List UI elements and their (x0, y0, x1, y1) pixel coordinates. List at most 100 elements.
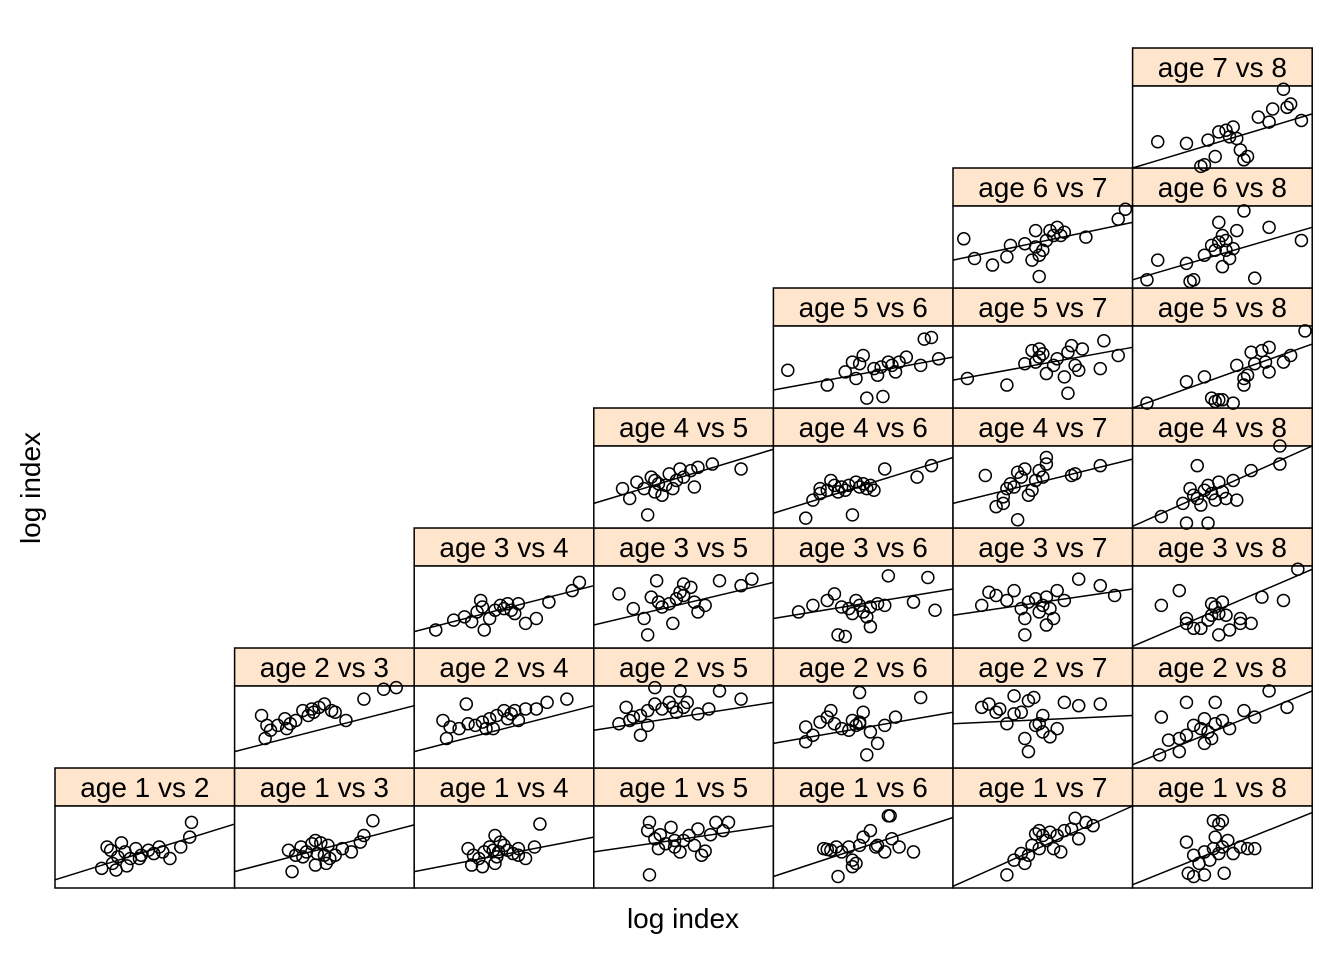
data-point (667, 833, 682, 848)
data-point (1154, 509, 1169, 524)
data-point (673, 684, 687, 698)
data-point (1039, 618, 1054, 632)
data-point (687, 480, 702, 494)
data-point (103, 843, 118, 858)
data-point (1222, 623, 1237, 637)
data-point (1215, 713, 1230, 728)
data-point (1233, 616, 1248, 631)
data-point (1240, 149, 1255, 164)
data-point (120, 859, 134, 873)
data-point (1197, 712, 1212, 726)
data-point (439, 731, 454, 746)
data-point (565, 583, 579, 598)
data-point (1230, 493, 1244, 507)
panel-strip (233, 647, 415, 687)
data-point (1154, 710, 1169, 724)
data-point (1283, 348, 1298, 363)
data-point (540, 695, 554, 710)
data-point (319, 856, 333, 871)
data-point (1032, 716, 1046, 731)
data-point (1093, 361, 1108, 376)
data-point (1190, 491, 1205, 506)
data-point (1039, 457, 1054, 471)
data-point (924, 458, 939, 473)
data-point (834, 600, 849, 614)
data-point (1071, 363, 1086, 378)
data-point (1061, 345, 1075, 359)
data-point (1176, 496, 1190, 511)
data-point (701, 702, 716, 716)
data-point (1186, 488, 1201, 502)
panel-strip-label: age 5 vs 7 (978, 292, 1107, 323)
data-point (518, 702, 533, 716)
data-point (691, 822, 705, 836)
data-point (860, 481, 874, 496)
data-point (1039, 366, 1054, 381)
data-point (1219, 608, 1233, 622)
panel: age 1 vs 8 (1131, 767, 1313, 889)
data-point (152, 840, 166, 854)
panel-plot-area (1131, 805, 1313, 889)
data-point (845, 853, 860, 867)
data-point (459, 697, 474, 711)
data-point (989, 588, 1003, 603)
data-point (1021, 595, 1036, 609)
data-point (1179, 695, 1194, 710)
data-point (845, 606, 860, 621)
data-point (258, 731, 272, 746)
data-point (913, 358, 928, 373)
data-point (321, 838, 335, 853)
data-point (1079, 230, 1093, 244)
data-point (1212, 235, 1226, 249)
data-point (1007, 707, 1021, 721)
data-point (1237, 378, 1251, 392)
data-point (1179, 611, 1194, 626)
data-point (1181, 866, 1196, 880)
data-point (978, 468, 993, 483)
regression-line (773, 588, 954, 620)
data-point (1283, 97, 1298, 111)
panel-strip (593, 767, 775, 807)
panel-plot-area (772, 445, 954, 529)
data-point (1140, 273, 1154, 287)
data-point (335, 841, 350, 856)
data-point (649, 574, 664, 588)
data-point (493, 598, 508, 613)
data-point (878, 598, 892, 613)
data-point (1050, 828, 1064, 843)
data-point (703, 827, 718, 842)
data-point (279, 721, 294, 736)
data-point (1222, 721, 1237, 736)
data-point (1032, 350, 1046, 364)
data-point (1039, 833, 1054, 848)
data-point (1237, 153, 1251, 167)
data-point (781, 363, 795, 378)
data-point (1179, 256, 1194, 271)
data-point (429, 623, 443, 637)
data-point (798, 511, 813, 525)
data-point (1179, 616, 1194, 631)
data-point (488, 828, 502, 843)
data-point (1273, 439, 1287, 453)
data-point (863, 619, 878, 634)
regression-line (773, 456, 954, 514)
data-point (1000, 868, 1014, 882)
data-point (662, 596, 676, 611)
data-point (960, 371, 975, 386)
data-point (845, 508, 860, 522)
data-point (1179, 728, 1194, 742)
data-point (132, 851, 147, 866)
data-point (1212, 393, 1226, 407)
data-point (1046, 358, 1061, 373)
data-point (1226, 396, 1240, 410)
panel-strip (54, 767, 236, 807)
panel-strip (1131, 527, 1313, 567)
data-point (1071, 832, 1086, 846)
data-point (1032, 269, 1046, 284)
data-point (1036, 725, 1050, 739)
data-point (1039, 450, 1054, 465)
data-point (640, 508, 655, 522)
data-point (1219, 123, 1233, 138)
data-point (834, 721, 849, 736)
